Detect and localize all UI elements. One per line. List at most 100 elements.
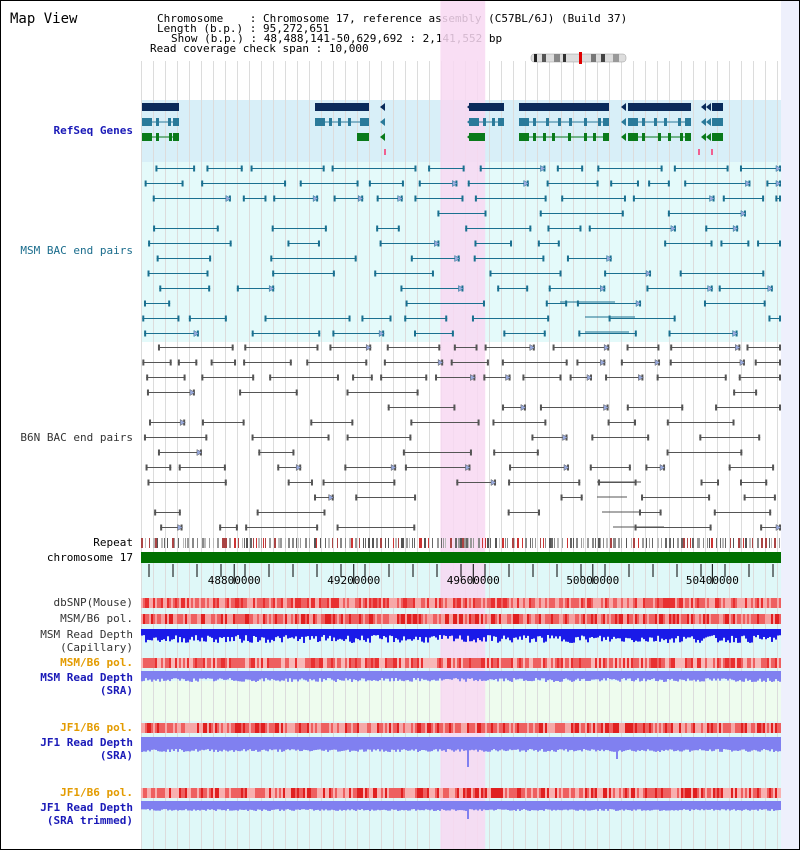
track-label-msm-bac[interactable]: MSM BAC end pairs bbox=[20, 244, 133, 257]
heat-cell bbox=[165, 614, 167, 624]
heat-cell bbox=[565, 723, 567, 733]
heat-cell bbox=[487, 788, 489, 798]
heat-cell bbox=[341, 614, 343, 624]
depth-bar bbox=[637, 801, 639, 810]
depth-bar bbox=[283, 737, 285, 752]
gene-strand-arrow bbox=[701, 133, 706, 141]
depth-bar bbox=[625, 801, 627, 810]
track-label-jf1-depth-trim[interactable]: JF1 Read Depth bbox=[40, 801, 133, 814]
track-label-msm-b6-pol-2[interactable]: MSM/B6 pol. bbox=[60, 656, 133, 669]
repeat-element bbox=[687, 538, 688, 548]
depth-bar bbox=[523, 629, 525, 636]
depth-bar bbox=[293, 801, 295, 811]
depth-bar bbox=[697, 801, 699, 810]
heat-cell bbox=[339, 614, 341, 624]
heat-cell bbox=[565, 598, 567, 608]
track-label-b6n-bac[interactable]: B6N BAC end pairs bbox=[20, 431, 133, 444]
depth-bar bbox=[263, 629, 265, 638]
heat-cell bbox=[305, 614, 307, 624]
heat-cell bbox=[521, 614, 523, 624]
track-label-jf1-b6-pol-2[interactable]: JF1/B6 pol. bbox=[60, 786, 133, 799]
depth-bar bbox=[239, 801, 241, 810]
heat-cell bbox=[455, 598, 457, 608]
depth-bar bbox=[439, 801, 441, 811]
depth-bar bbox=[737, 737, 739, 752]
track-label-dbsnp[interactable]: dbSNP(Mouse) bbox=[53, 596, 133, 609]
gene-exon bbox=[329, 118, 332, 126]
depth-bar bbox=[557, 737, 559, 750]
track-label-jf1-depth-sra[interactable]: JF1 Read Depth bbox=[40, 736, 133, 749]
repeat-element bbox=[468, 538, 469, 548]
heat-cell bbox=[695, 614, 697, 624]
depth-bar bbox=[563, 671, 565, 679]
heat-cell bbox=[479, 788, 481, 798]
heat-cell bbox=[237, 723, 239, 733]
repeat-element bbox=[490, 538, 491, 548]
track-label-chromosome[interactable]: chromosome 17 bbox=[46, 551, 133, 564]
track-label-jf1-b6-pol-1[interactable]: JF1/B6 pol. bbox=[60, 721, 133, 734]
bac-end bbox=[623, 195, 626, 202]
track-label-refseq[interactable]: RefSeq Genes bbox=[53, 124, 133, 137]
heat-cell bbox=[765, 658, 767, 668]
repeat-element bbox=[598, 538, 600, 548]
depth-bar bbox=[253, 671, 255, 681]
depth-spike bbox=[467, 801, 469, 819]
heat-cell bbox=[351, 788, 353, 798]
heat-cell bbox=[387, 614, 389, 624]
repeat-element bbox=[657, 538, 659, 548]
heat-cell bbox=[545, 723, 547, 733]
depth-bar bbox=[531, 629, 533, 640]
track-label-msm-depth-cap[interactable]: MSM Read Depth bbox=[40, 628, 133, 641]
depth-bar bbox=[197, 801, 199, 810]
heat-cell bbox=[417, 614, 419, 624]
heat-cell bbox=[203, 788, 205, 798]
heat-cell bbox=[537, 723, 539, 733]
heat-cell bbox=[527, 788, 529, 798]
heat-cell bbox=[147, 788, 149, 798]
heat-cell bbox=[769, 723, 771, 733]
depth-bar bbox=[599, 737, 601, 751]
heat-cell bbox=[385, 614, 387, 624]
repeat-element bbox=[703, 538, 704, 548]
depth-bar bbox=[181, 737, 183, 751]
heat-cell bbox=[771, 614, 773, 624]
depth-bar bbox=[323, 629, 325, 636]
heat-cell bbox=[145, 788, 147, 798]
track-label-msm-b6-pol-1[interactable]: MSM/B6 pol. bbox=[60, 612, 133, 625]
bac-end bbox=[667, 180, 670, 187]
depth-bar bbox=[755, 629, 757, 638]
heat-cell bbox=[593, 723, 595, 733]
depth-bar bbox=[201, 801, 203, 810]
heat-cell bbox=[417, 598, 419, 608]
depth-bar bbox=[613, 737, 615, 752]
depth-bar bbox=[605, 737, 607, 750]
heat-cell bbox=[553, 598, 555, 608]
heat-cell bbox=[277, 614, 279, 624]
depth-bar bbox=[541, 671, 543, 679]
axis-tick-label: 49200000 bbox=[327, 574, 380, 587]
heat-cell bbox=[479, 598, 481, 608]
repeat-element bbox=[771, 538, 772, 548]
depth-bar bbox=[309, 737, 311, 752]
depth-bar bbox=[655, 671, 657, 681]
heat-cell bbox=[441, 723, 443, 733]
heat-cell bbox=[747, 723, 749, 733]
depth-bar bbox=[551, 801, 553, 811]
depth-bar bbox=[251, 737, 253, 751]
bac-end bbox=[148, 240, 151, 247]
heat-cell bbox=[237, 598, 239, 608]
heat-cell bbox=[481, 598, 483, 608]
heat-cell bbox=[247, 788, 249, 798]
bac-end bbox=[152, 195, 155, 202]
heat-cell bbox=[157, 614, 159, 624]
depth-bar bbox=[303, 629, 305, 643]
heat-cell bbox=[423, 788, 425, 798]
heat-cell bbox=[233, 788, 235, 798]
depth-bar bbox=[429, 671, 431, 682]
track-label-repeat[interactable]: Repeat bbox=[93, 536, 133, 549]
track-label-msm-depth-sra[interactable]: MSM Read Depth bbox=[40, 671, 133, 684]
depth-bar bbox=[517, 671, 519, 680]
heat-cell bbox=[703, 788, 705, 798]
heat-cell bbox=[747, 658, 749, 668]
